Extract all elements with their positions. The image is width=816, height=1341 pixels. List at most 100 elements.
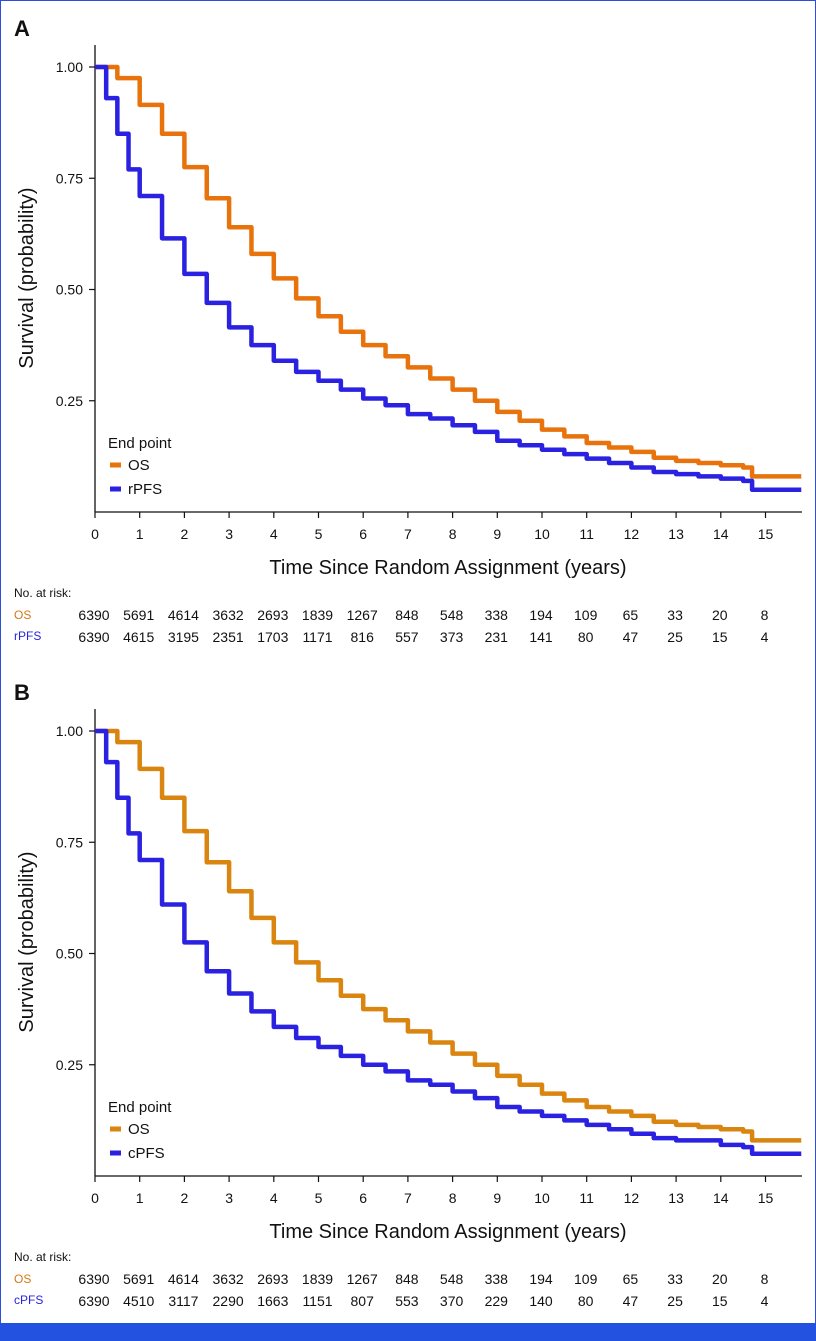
panel-a-risk-cell: 338 xyxy=(484,607,508,623)
panel-a-x-tick-label: 1 xyxy=(136,526,144,542)
panel-a-legend-label-rpfs: rPFS xyxy=(128,481,162,498)
panel-a-y-tick-label: 0.75 xyxy=(56,170,83,186)
panel-a-x-tick-label: 10 xyxy=(534,526,550,542)
panel-b-risk-label-pfs: cPFS xyxy=(14,1293,44,1307)
panel-a-risk-label-pfs: rPFS xyxy=(14,629,42,643)
panel-b-risk-cell: 848 xyxy=(395,1271,419,1287)
panel-b-legend-title: End point xyxy=(108,1099,172,1116)
panel-a-legend-title: End point xyxy=(108,435,172,452)
panel-b-risk-title: No. at risk: xyxy=(14,1250,72,1264)
panel-b-legend-label-cpfs: cPFS xyxy=(128,1145,165,1162)
panel-b-risk-cell: 33 xyxy=(667,1271,683,1287)
panel-a-risk-cell: 231 xyxy=(484,629,508,645)
panel-a-risk-cell: 557 xyxy=(395,629,419,645)
panel-b-risk-cell: 2290 xyxy=(212,1293,244,1309)
panel-b-risk-row-pfs: 6390 4510 3117 2290 1663 1151 807 553 370 229 140 8… xyxy=(0,1293,816,1309)
panel-a-x-tick-label: 13 xyxy=(668,526,684,542)
panel-a-x-tick-label: 0 xyxy=(91,526,99,542)
panel-a-risk-cell: 80 xyxy=(577,629,594,645)
panel-a-risk-row-os: 6390 5691 4614 3632 2693 1839 1267 848 548 338 194… xyxy=(0,607,816,623)
panel-b-risk-cell: 2693 xyxy=(257,1271,289,1287)
panel-b-risk-cell: 15 xyxy=(712,1293,728,1309)
panel-b-legend-label-os: OS xyxy=(128,1121,150,1138)
panel-b-x-tick-label: 14 xyxy=(713,1190,729,1206)
panel-a-series-rpfs xyxy=(95,64,802,492)
panel-b-letter: B xyxy=(14,680,30,705)
panel-a-risk-cell: 4 xyxy=(760,629,769,645)
panel-b-x-tick-label: 13 xyxy=(668,1190,684,1206)
panel-b-risk-cell: 1151 xyxy=(302,1293,333,1309)
panel-b-y-tick-label: 1.00 xyxy=(56,723,83,739)
panel-a-x-tick-label: 9 xyxy=(493,526,501,542)
panel-a-risk-cell: 15 xyxy=(712,629,728,645)
panel-a-risk-cell: 194 xyxy=(529,607,553,623)
panel-a-risk-cell: 1839 xyxy=(301,607,334,623)
panel-a-risk-cell: 65 xyxy=(622,607,639,623)
panel-b-x-tick-label: 2 xyxy=(181,1190,189,1206)
panel-b-risk-cell: 140 xyxy=(529,1293,553,1309)
panel-a-risk-cell: 25 xyxy=(667,629,683,645)
panel-a-risk-cell: 20 xyxy=(712,607,728,623)
panel-b-x-tick-label: 3 xyxy=(225,1190,233,1206)
panel-a-chart: 1.000.750.500.250 1 2 3 4 5 6 7 8 9 10 11 12 13 14 15Ti… xyxy=(16,45,802,579)
panel-a-risk-cell: 1171 xyxy=(302,629,333,645)
panel-b-risk-cell: 4 xyxy=(760,1293,769,1309)
panel-b-x-tick-label: 4 xyxy=(270,1190,278,1206)
panel-a-risk-cell: 373 xyxy=(439,629,464,645)
panel-a-risk-cell: 5691 xyxy=(123,607,155,623)
panel-a-risk-cell: 47 xyxy=(622,629,639,645)
panel-b-x-tick-label: 9 xyxy=(493,1190,501,1206)
panel-b-risk-cell: 6390 xyxy=(78,1293,110,1309)
panel-b-risk-cell: 807 xyxy=(350,1293,374,1309)
panel-a-series-os xyxy=(95,64,802,479)
panel-a-y-tick-label: 0.50 xyxy=(56,282,83,298)
panel-b-risk-cell: 5691 xyxy=(123,1271,155,1287)
panel-a-x-tick-label: 14 xyxy=(713,526,729,542)
panel-b-x-tick-label: 5 xyxy=(315,1190,323,1206)
panel-a-risk-cell: 141 xyxy=(529,629,553,645)
panel-a-risk-cell: 6390 xyxy=(78,607,110,623)
panel-a-x-tick-label: 12 xyxy=(624,526,640,542)
panel-b-x-tick-label: 7 xyxy=(404,1190,412,1206)
panel-a-x-tick-label: 4 xyxy=(270,526,278,542)
panel-b-x-tick-label: 11 xyxy=(579,1190,594,1206)
panel-b-risk-label-os: OS xyxy=(14,1272,32,1286)
panel-a-x-tick-label: 8 xyxy=(449,526,457,542)
panel-a-risk-cell: 2693 xyxy=(257,607,289,623)
panel-b-y-tick-label: 0.50 xyxy=(56,946,83,962)
panel-b-chart: 1.000.750.500.250 1 2 3 4 5 6 7 8 9 10 11 12 13 14 15Ti… xyxy=(16,709,802,1243)
panel-b-risk-cell: 8 xyxy=(760,1271,769,1287)
panel-a-risk-cell: 3195 xyxy=(167,629,199,645)
panel-b-risk-cell: 338 xyxy=(484,1271,508,1287)
panel-b-y-tick-label: 0.75 xyxy=(56,834,83,850)
panel-a-letter: A xyxy=(14,16,30,41)
panel-b-risk-cell: 25 xyxy=(667,1293,683,1309)
panel-b-risk-cell: 1663 xyxy=(257,1293,289,1309)
panel-a-x-tick-label: 11 xyxy=(579,526,594,542)
panel-a-x-tick-label: 15 xyxy=(758,526,774,542)
panel-b-x-tick-label: 8 xyxy=(449,1190,457,1206)
panel-b-risk-cell: 194 xyxy=(529,1271,553,1287)
panel-a-risk-title: No. at risk: xyxy=(14,586,72,600)
panel-b-risk-row-os: 6390 5691 4614 3632 2693 1839 1267 848 548 338 194… xyxy=(0,1271,816,1287)
panel-a-y-axis-label: Survival (probability) xyxy=(16,187,38,368)
panel-a-risk-cell: 8 xyxy=(760,607,769,623)
panel-b-risk-cell: 109 xyxy=(574,1271,598,1287)
panel-b-risk-cell: 6390 xyxy=(78,1271,110,1287)
panel-b-risk-cell: 370 xyxy=(439,1293,464,1309)
panel-a-x-tick-label: 6 xyxy=(359,526,367,542)
panel-b-series-os xyxy=(95,728,802,1143)
panel-b-risk-cell: 548 xyxy=(439,1271,464,1287)
panel-b-y-tick-label: 0.25 xyxy=(56,1057,83,1073)
panel-b-risk-cell: 1839 xyxy=(301,1271,334,1287)
panel-a-risk-cell: 33 xyxy=(667,607,683,623)
panel-a-x-tick-label: 7 xyxy=(404,526,412,542)
panel-a-risk-cell: 109 xyxy=(574,607,598,623)
panel-b-x-tick-label: 15 xyxy=(758,1190,774,1206)
panel-a-risk-cell: 2351 xyxy=(212,629,244,645)
panel-b-x-tick-label: 1 xyxy=(136,1190,144,1206)
panel-a-x-tick-label: 5 xyxy=(315,526,323,542)
panel-a-risk-cell: 3632 xyxy=(212,607,244,623)
panel-b-x-tick-label: 6 xyxy=(359,1190,367,1206)
panel-a-y-tick-label: 0.25 xyxy=(56,393,83,409)
